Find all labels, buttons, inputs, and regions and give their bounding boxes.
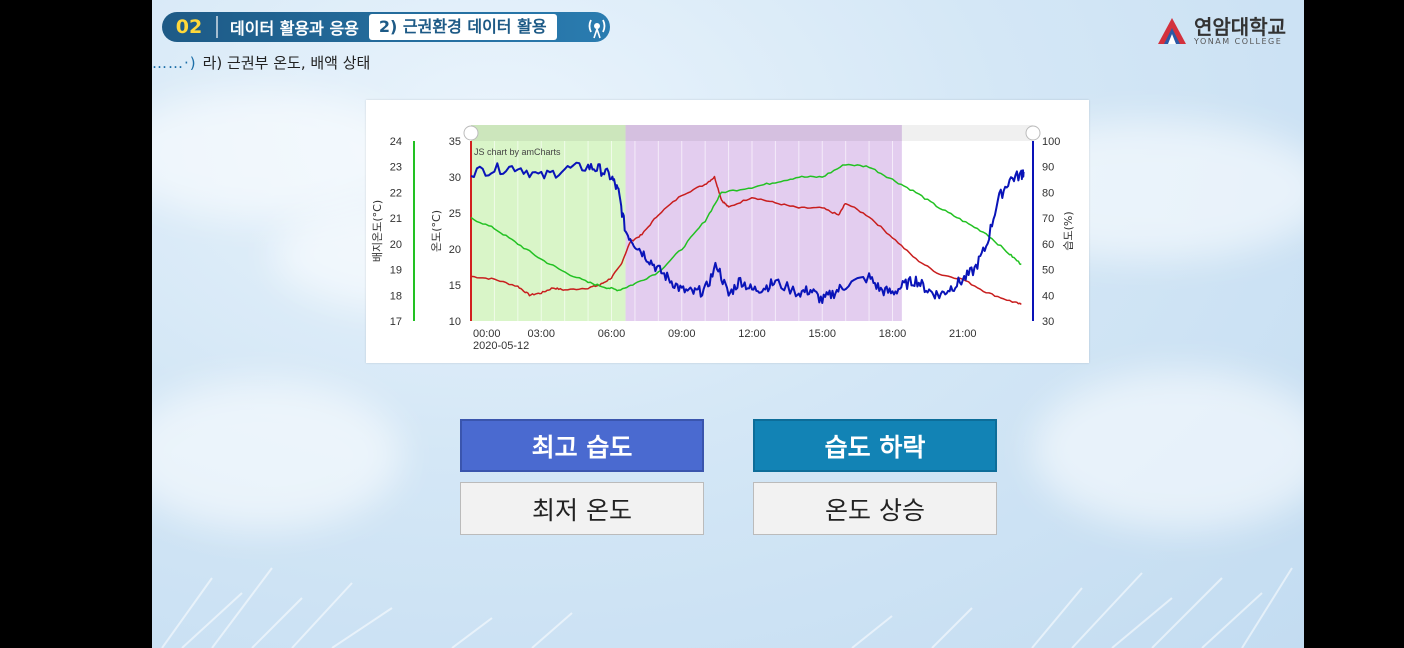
answer-button-max-humidity[interactable]: 최고 습도 (460, 419, 704, 472)
cloud-decoration (152, 380, 402, 530)
answer-button-humidity-drop[interactable]: 습도 하락 (753, 419, 997, 472)
tick-label-humidity: 50 (1042, 265, 1054, 277)
tick-label-substrate: 22 (390, 187, 402, 199)
college-name: 연암대학교 (1194, 14, 1286, 39)
tick-label-substrate: 21 (390, 213, 402, 225)
tick-label-x: 00:00 (473, 328, 501, 340)
answer-button-temperature-rise[interactable]: 온도 상승 (753, 482, 997, 535)
tick-label-temp: 20 (449, 244, 461, 256)
x-date-label: 2020-05-12 (473, 340, 529, 352)
section-number: 02 (162, 16, 218, 38)
chart-scrollbar (471, 125, 1033, 141)
scrollbar-grip-left (463, 125, 479, 141)
college-logo: 연암대학교 YONAM COLLEGE (1156, 16, 1286, 46)
tick-label-humidity: 70 (1042, 213, 1054, 225)
frost-pine-decoration (161, 567, 1293, 648)
tick-label-humidity: 60 (1042, 239, 1054, 251)
chart-panel: 17 18 19 20 21 22 23 24 10 15 20 25 30 35 30 40 50 60 70 80… (366, 100, 1089, 363)
series-line-temp (470, 175, 1022, 305)
tick-label-humidity: 80 (1042, 187, 1054, 199)
scrollbar-grip-right (1025, 125, 1041, 141)
section-header: 02 데이터 활용과 응용 2) 근권환경 데이터 활용 (162, 12, 610, 42)
section-title: 데이터 활용과 응용 (230, 19, 359, 38)
tick-label-x: 21:00 (949, 328, 977, 340)
tick-label-temp: 15 (449, 280, 461, 292)
highlight-region-1 (625, 125, 902, 321)
tick-label-x: 18:00 (879, 328, 907, 340)
tick-label-humidity: 40 (1042, 290, 1054, 302)
signal-icon (588, 19, 606, 39)
breadcrumb-text: 라) 근권부 온도, 배액 상태 (202, 54, 371, 72)
tick-label-x: 15:00 (808, 328, 836, 340)
tick-label-substrate: 19 (390, 265, 402, 277)
tick-label-humidity: 30 (1042, 316, 1054, 328)
tick-label-x: 12:00 (738, 328, 766, 340)
axis-title-substrate: 배지온도(°C) (371, 200, 384, 262)
tick-label-substrate: 23 (390, 162, 402, 174)
series-line-substrate (470, 163, 1022, 292)
tick-label-humidity: 100 (1042, 136, 1060, 148)
tick-label-x: 03:00 (527, 328, 555, 340)
subsection-title: 2) 근권환경 데이터 활용 (368, 14, 557, 40)
tick-label-x: 09:00 (668, 328, 696, 340)
tick-label-substrate: 18 (390, 290, 402, 302)
cloud-decoration (1032, 370, 1304, 530)
tick-label-temp: 25 (449, 208, 461, 220)
answer-button-min-temperature[interactable]: 최저 온도 (460, 482, 704, 535)
tick-label-temp: 30 (449, 172, 461, 184)
highlight-region-0 (471, 125, 626, 321)
tick-label-temp: 35 (449, 136, 461, 148)
breadcrumb-dots-icon: ……·) (152, 53, 197, 72)
tick-label-temp: 10 (449, 316, 461, 328)
tick-label-substrate: 17 (390, 316, 402, 328)
series-line-humidity (470, 161, 1025, 304)
environment-chart: 17 18 19 20 21 22 23 24 10 15 20 25 30 35 30 40 50 60 70 80… (371, 125, 1075, 352)
college-english-name: YONAM COLLEGE (1194, 36, 1283, 46)
breadcrumb: ……·) 라) 근권부 온도, 배액 상태 (152, 52, 370, 73)
slide: 02 데이터 활용과 응용 2) 근권환경 데이터 활용 ……·) 라) 근권부… (152, 0, 1304, 648)
tick-label-substrate: 20 (390, 239, 402, 251)
tick-label-substrate: 24 (390, 136, 402, 148)
axis-title-temp: 온도(°C) (430, 210, 443, 252)
tick-label-x: 06:00 (598, 328, 626, 340)
axis-title-humidity: 습도(%) (1062, 211, 1075, 250)
college-logo-icon (1158, 18, 1186, 44)
tick-label-humidity: 90 (1042, 162, 1054, 174)
chart-watermark: JS chart by amCharts (474, 147, 561, 157)
